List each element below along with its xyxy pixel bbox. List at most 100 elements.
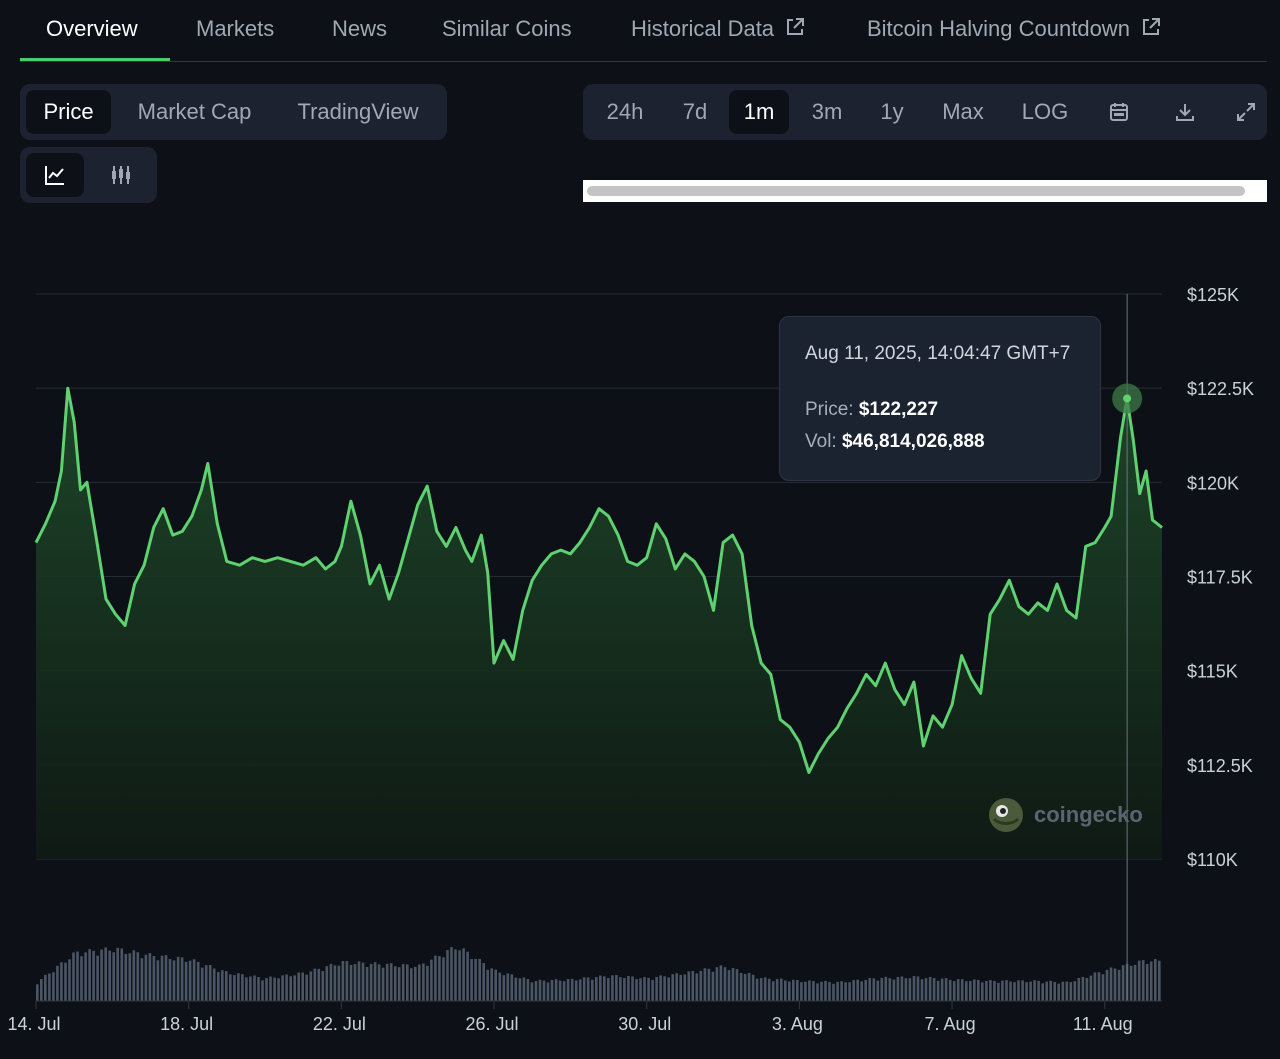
tab-overview[interactable]: Overview: [46, 16, 138, 41]
volume-bar: [72, 952, 75, 1001]
volume-bar: [56, 965, 59, 1001]
volume-bar: [900, 976, 904, 1001]
volume-bar: [164, 955, 168, 1001]
range-24h-button[interactable]: 24h: [606, 99, 644, 124]
tab-similar-coins[interactable]: Similar Coins: [442, 16, 572, 41]
volume-bar: [570, 978, 574, 1001]
volume-bar: [965, 981, 968, 1001]
range-scrollbar[interactable]: [583, 180, 1267, 202]
volume-bar: [800, 982, 803, 1001]
candlestick-icon: [112, 166, 130, 184]
volume-bar: [48, 973, 51, 1001]
candlestick-button[interactable]: [92, 153, 150, 197]
volume-bar: [920, 979, 924, 1001]
log-scale-button[interactable]: LOG: [1021, 99, 1069, 124]
volume-bar: [1021, 980, 1024, 1001]
volume-bar: [40, 979, 43, 1001]
volume-bar: [812, 981, 815, 1001]
volume-bar: [832, 983, 835, 1001]
volume-bar: [217, 972, 220, 1001]
volume-bar: [1158, 960, 1161, 1001]
volume-bar: [257, 977, 260, 1001]
volume-bar: [64, 962, 67, 1001]
x-tick-label: 3. Aug: [772, 1014, 823, 1034]
volume-bar: [542, 980, 546, 1001]
calendar-button[interactable]: [1095, 90, 1143, 134]
line-chart-icon: [45, 166, 64, 185]
volume-bar: [152, 956, 156, 1001]
volume-bar: [498, 972, 502, 1001]
scrollbar-thumb[interactable]: [587, 186, 1245, 196]
volume-bar: [1065, 981, 1069, 1001]
volume-bar: [426, 965, 429, 1001]
range-max-button[interactable]: Max: [942, 99, 984, 124]
volume-bar: [96, 955, 99, 1001]
volume-bar: [345, 961, 349, 1001]
volume-bar: [611, 975, 614, 1001]
volume-bar: [852, 980, 855, 1001]
volume-bar: [820, 981, 823, 1001]
volume-bar: [1045, 981, 1048, 1001]
volume-bar: [1089, 975, 1093, 1001]
volume-bar: [188, 960, 192, 1001]
volume-bar: [747, 972, 751, 1001]
volume-bar: [796, 980, 799, 1001]
volume-bar: [1081, 976, 1085, 1001]
volume-bar: [707, 968, 711, 1001]
volume-bar: [780, 978, 783, 1001]
volume-bar: [932, 978, 936, 1001]
volume-bar: [586, 977, 590, 1001]
market-cap-button[interactable]: Market Cap: [137, 99, 252, 124]
volume-bar: [241, 974, 244, 1001]
volume-bar: [68, 959, 71, 1001]
volume-bar: [140, 958, 144, 1001]
volume-bar: [663, 976, 666, 1001]
volume-bar: [655, 977, 658, 1001]
tooltip-volume: Vol: $46,814,026,888: [805, 431, 985, 453]
volume-bar: [562, 981, 566, 1001]
volume-bar: [989, 980, 992, 1001]
volume-bar: [711, 971, 715, 1001]
volume-bar: [695, 973, 699, 1001]
volume-bar: [289, 976, 292, 1001]
price-area: [36, 388, 1162, 859]
tradingview-button[interactable]: TradingView: [297, 99, 419, 124]
tab-markets[interactable]: Markets: [196, 16, 275, 41]
range-7d-button[interactable]: 7d: [682, 99, 708, 124]
volume-bars: [36, 947, 1161, 1001]
tab-historical-data[interactable]: Historical Data: [631, 16, 806, 42]
volume-bar: [884, 976, 888, 1001]
volume-bar: [148, 953, 152, 1001]
volume-bar: [582, 977, 586, 1001]
volume-bar: [775, 979, 779, 1001]
volume-bar: [446, 950, 449, 1001]
tab-news[interactable]: News: [332, 16, 388, 41]
volume-bar: [406, 964, 409, 1001]
volume-bar: [309, 971, 313, 1001]
range-3m-button[interactable]: 3m: [811, 99, 843, 124]
volume-bar: [599, 975, 602, 1001]
price-button[interactable]: Price: [26, 90, 111, 134]
tab-historical-data-label: Historical Data: [631, 16, 775, 41]
volume-bar: [735, 969, 739, 1001]
volume-bar: [1061, 981, 1065, 1001]
volume-bar: [944, 978, 948, 1001]
y-tick-label: $120K: [1187, 473, 1239, 493]
volume-bar: [755, 978, 759, 1001]
tab-bitcoin-halving-countdown[interactable]: Bitcoin Halving Countdown: [867, 16, 1162, 42]
volume-bar: [534, 981, 538, 1001]
range-1m-button[interactable]: 1m: [729, 90, 789, 134]
volume-bar: [474, 958, 477, 1001]
volume-bar: [281, 975, 284, 1001]
line-chart-button[interactable]: [26, 153, 84, 197]
volume-bar: [1005, 980, 1008, 1001]
x-tick-label: 14. Jul: [7, 1014, 60, 1034]
download-button[interactable]: [1161, 90, 1209, 134]
fullscreen-button[interactable]: [1225, 90, 1267, 134]
volume-bar: [1133, 964, 1137, 1001]
volume-bar: [1053, 982, 1056, 1001]
volume-bar: [1057, 983, 1060, 1001]
volume-bar: [373, 962, 377, 1001]
volume-bar: [844, 982, 847, 1001]
range-1y-button[interactable]: 1y: [880, 99, 904, 124]
